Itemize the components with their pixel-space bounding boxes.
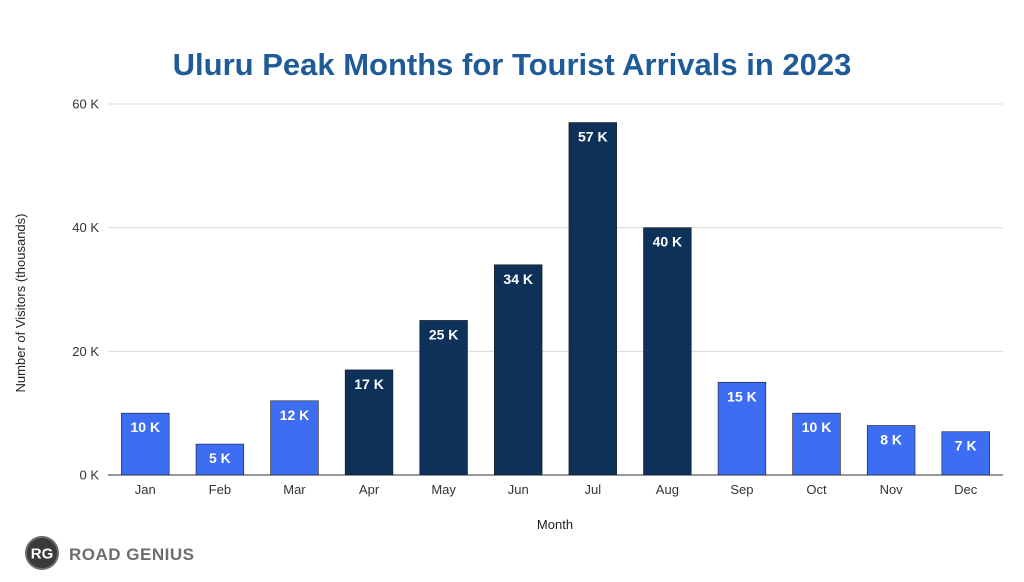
gridlines	[108, 103, 1003, 476]
bar-data-label: 12 K	[280, 407, 310, 423]
y-tick-label: 40 K	[72, 220, 99, 235]
bar-data-label: 25 K	[429, 326, 459, 342]
x-tick-label: Mar	[283, 482, 306, 497]
x-tick-label: Oct	[806, 482, 827, 497]
x-tick-label: Jun	[508, 482, 529, 497]
x-axis-label: Month	[537, 517, 573, 532]
bar-jun	[494, 264, 543, 476]
logo-badge-icon	[25, 536, 59, 570]
x-tick-label: Jan	[135, 482, 156, 497]
bar-jan	[121, 412, 170, 476]
x-tick-label: Jul	[584, 482, 601, 497]
bar-oct	[792, 412, 841, 476]
y-tick-label: 20 K	[72, 344, 99, 359]
logo-text: ROAD GENIUS	[69, 545, 194, 564]
y-axis-ticks: 0 K 20 K 40 K 60 K	[72, 97, 99, 483]
bar-data-label: 10 K	[131, 419, 161, 435]
bar-apr	[344, 369, 394, 476]
bar-feb	[195, 443, 245, 476]
bar-data-label: 8 K	[880, 432, 902, 448]
bar-data-label: 40 K	[653, 234, 683, 250]
x-tick-label: Dec	[954, 482, 978, 497]
x-tick-label: Feb	[209, 482, 231, 497]
bar-data-label: 10 K	[802, 419, 832, 435]
y-tick-label: 0 K	[79, 468, 99, 483]
bar-aug	[643, 227, 692, 476]
bar-may	[419, 320, 468, 476]
bar-data-label: 57 K	[578, 129, 608, 145]
bar-mar	[270, 400, 319, 476]
x-axis-ticks: Jan Feb Mar Apr May Jun Jul Aug Sep Oct Nov Dec	[135, 482, 978, 497]
bar-data-label: 17 K	[354, 376, 384, 392]
y-tick-label: 60 K	[72, 97, 99, 112]
bar-data-label: 7 K	[955, 438, 977, 454]
bar-sep	[717, 381, 767, 476]
bar-data-label: 34 K	[503, 271, 533, 287]
logo-mark: RG	[31, 546, 54, 563]
x-tick-label: Nov	[880, 482, 904, 497]
bar-data-label: 15 K	[727, 388, 757, 404]
bar-jul	[568, 122, 617, 476]
bar-data-label: 5 K	[209, 450, 231, 466]
bar-dec	[941, 431, 990, 476]
road-genius-logo: RG ROAD GENIUS	[25, 536, 194, 570]
bars: 10 K 5 K 12 K 17 K 25 K 34 K 57 K 40 K 15 K 10 K 8…	[121, 122, 990, 476]
x-tick-label: Sep	[730, 482, 753, 497]
y-axis-label: Number of Visitors (thousands)	[13, 214, 28, 393]
x-tick-label: May	[431, 482, 456, 497]
x-tick-label: Apr	[359, 482, 380, 497]
x-tick-label: Aug	[656, 482, 679, 497]
chart-title: Uluru Peak Months for Tourist Arrivals i…	[173, 47, 852, 82]
bar-nov	[866, 425, 916, 476]
